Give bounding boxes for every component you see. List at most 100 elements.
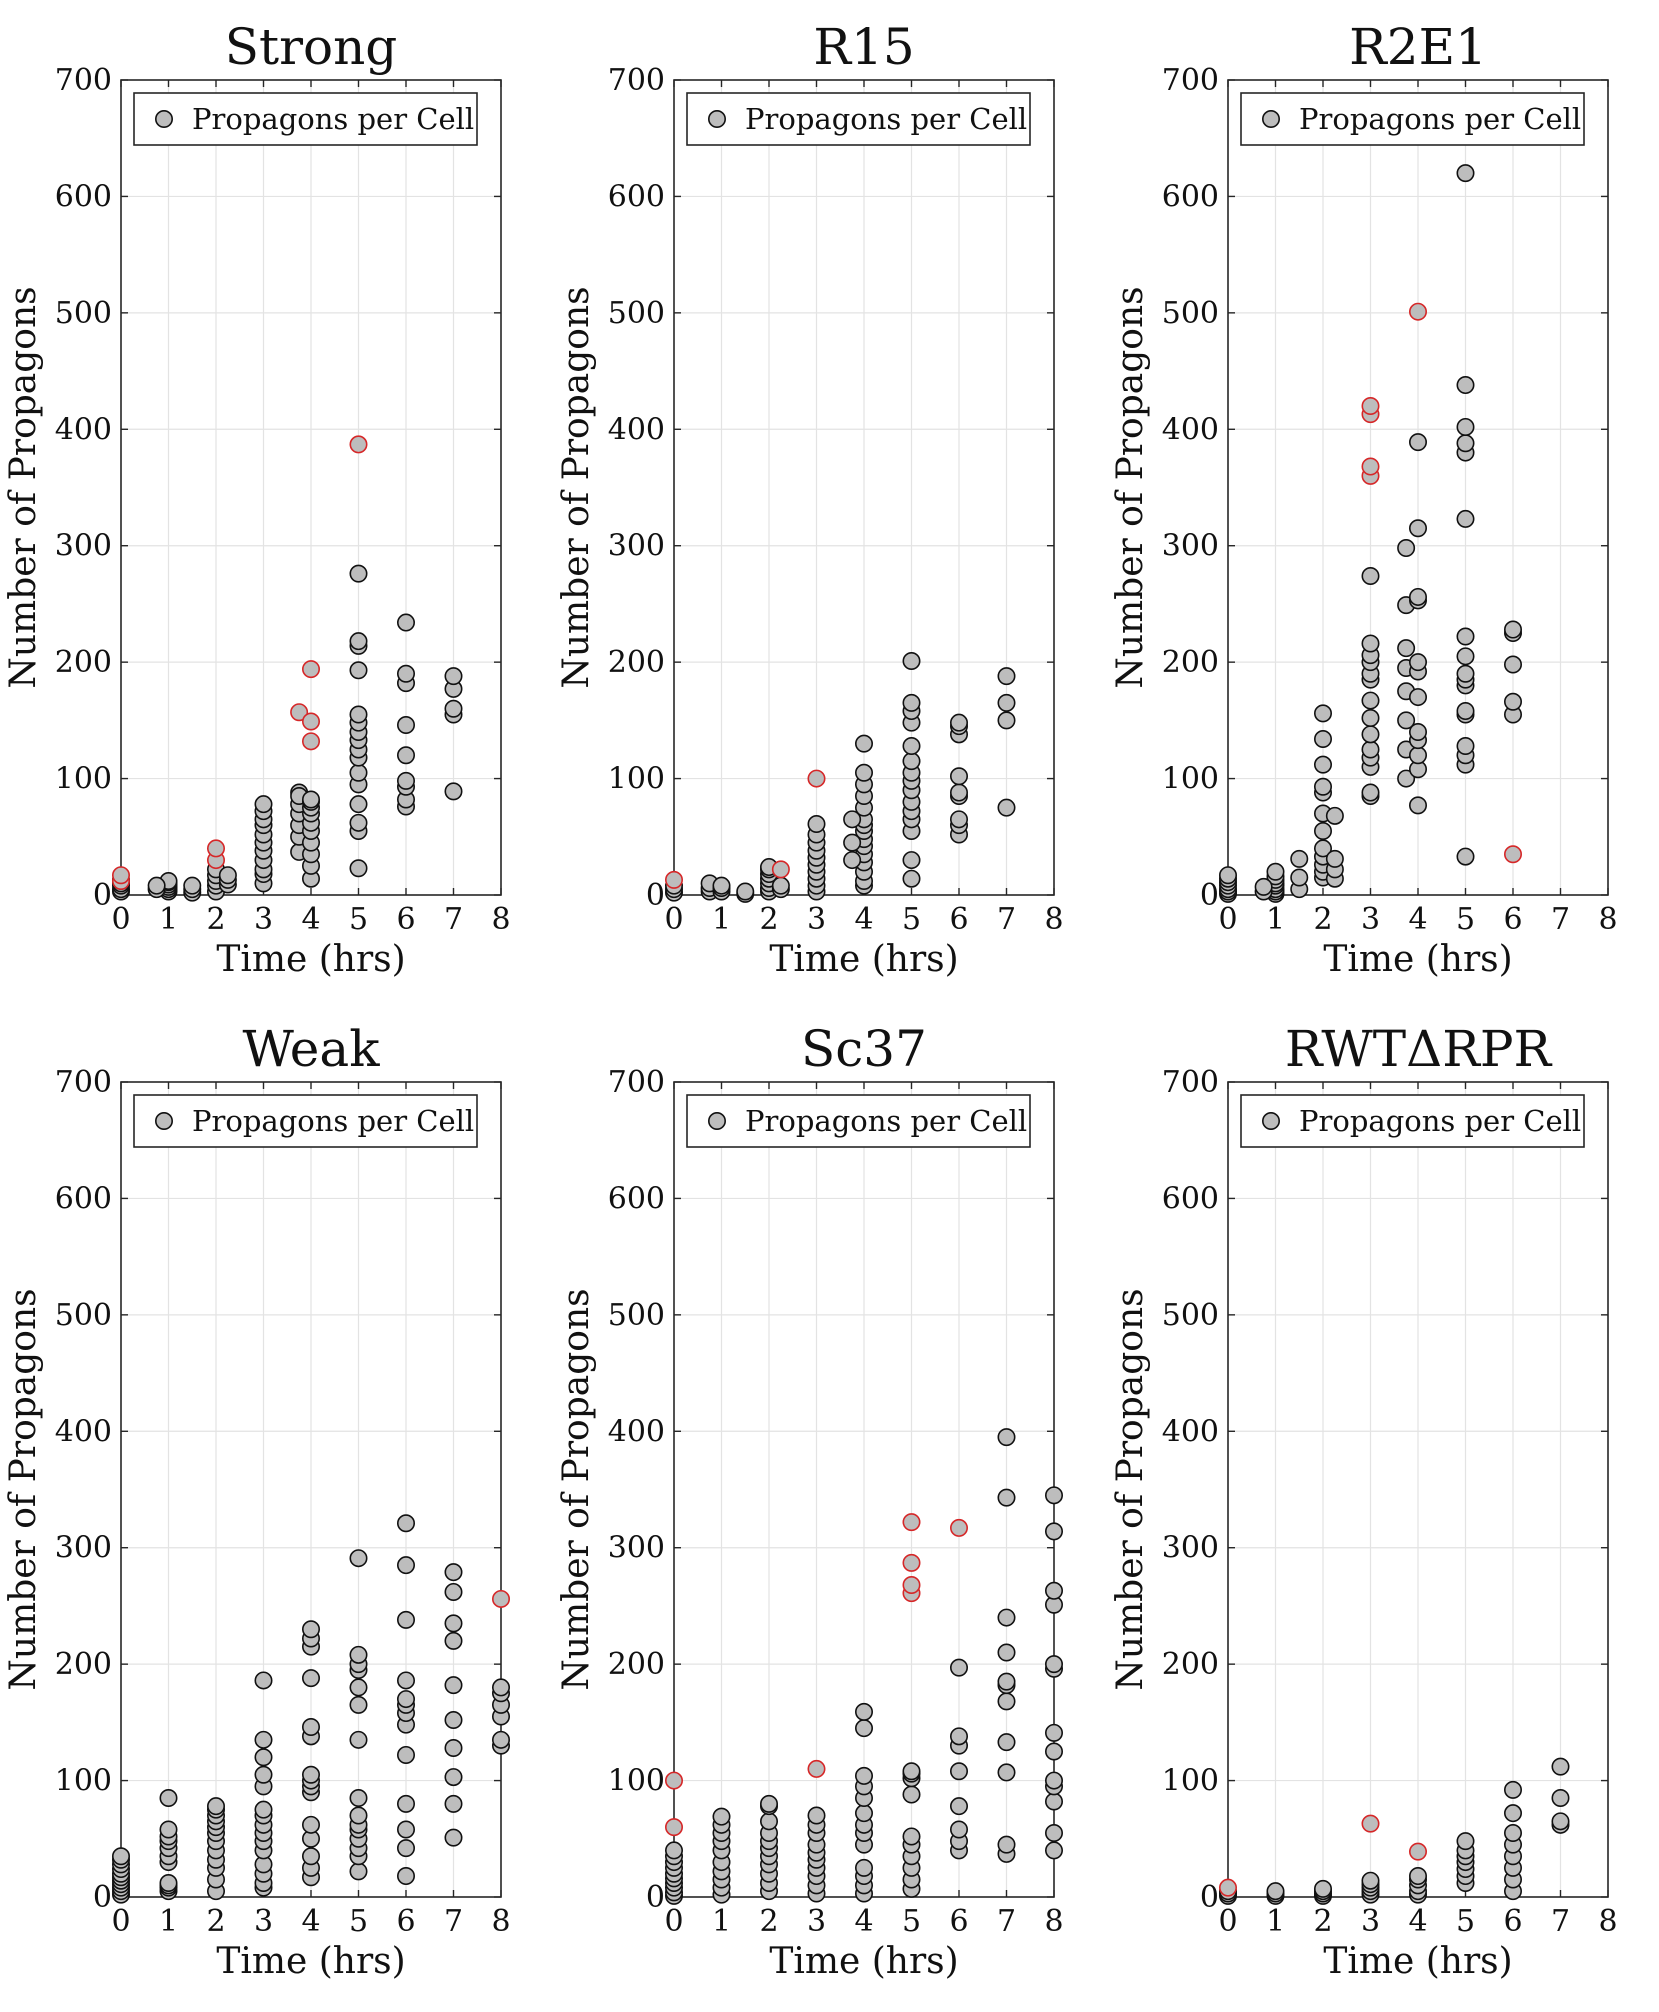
- x-tick-label: 1: [1266, 1904, 1285, 1939]
- y-tick-label: 300: [608, 1531, 665, 1566]
- data-point: [997, 1643, 1016, 1662]
- data-point: [349, 1789, 368, 1808]
- data-point: [1551, 1757, 1570, 1776]
- outlier-point: [949, 1518, 968, 1537]
- data-point: [1314, 1879, 1333, 1898]
- y-tick-label: 700: [1162, 63, 1219, 98]
- chart-panel: 0 1 2 3 4 5 6 7 80100200300400500600700R2E1Time …: [1110, 18, 1618, 980]
- data-point: [1456, 647, 1475, 666]
- outlier-point: [902, 1575, 921, 1594]
- x-tick-label: 1: [1266, 902, 1285, 937]
- data-point: [997, 798, 1016, 817]
- data-point: [349, 632, 368, 651]
- data-point: [997, 1733, 1016, 1752]
- x-tick-label: 2: [1313, 902, 1332, 937]
- y-tick-label: 100: [1162, 1764, 1219, 1799]
- data-point: [396, 1610, 415, 1629]
- y-tick-label: 500: [55, 296, 112, 331]
- data-point: [1409, 1867, 1428, 1886]
- data-point: [349, 813, 368, 832]
- legend-marker: [1262, 110, 1281, 129]
- y-tick-label: 700: [55, 63, 112, 98]
- y-tick-label: 400: [1162, 1414, 1219, 1449]
- data-point: [1456, 434, 1475, 453]
- y-tick-label: 100: [55, 762, 112, 797]
- x-tick-label: 6: [949, 902, 968, 937]
- data-point: [1361, 691, 1380, 710]
- data-point: [396, 1671, 415, 1690]
- data-point: [147, 876, 166, 895]
- data-point: [491, 1730, 510, 1749]
- y-tick-label: 400: [1162, 412, 1219, 447]
- data-point: [997, 1763, 1016, 1782]
- data-point: [254, 1765, 273, 1784]
- data-point: [1361, 709, 1380, 728]
- outlier-point: [807, 1759, 826, 1778]
- data-point: [1504, 620, 1523, 639]
- chart-panel: 0 1 2 3 4 5 6 7 80100200300400500600700Sc37Time …: [556, 1020, 1064, 1982]
- data-point: [1290, 868, 1309, 887]
- data-point: [1314, 821, 1333, 840]
- outlier-point: [112, 866, 131, 885]
- data-point: [949, 713, 968, 732]
- data-point: [254, 1748, 273, 1767]
- data-point: [444, 1711, 463, 1730]
- data-point: [396, 1690, 415, 1709]
- data-point: [444, 1614, 463, 1633]
- x-tick-label: 2: [759, 902, 778, 937]
- data-point: [301, 1620, 320, 1639]
- legend-label: Propagons per Cell: [1299, 1104, 1581, 1138]
- data-point: [444, 1631, 463, 1650]
- y-tick-label: 600: [1162, 179, 1219, 214]
- outlier-point: [1409, 1842, 1428, 1861]
- y-tick-label: 400: [608, 1414, 665, 1449]
- x-tick-label: 2: [206, 902, 225, 937]
- y-tick-label: 0: [93, 878, 112, 913]
- data-point: [1409, 688, 1428, 707]
- data-point: [1361, 1871, 1380, 1890]
- x-tick-label: 2: [206, 1904, 225, 1939]
- x-tick-label: 7: [444, 902, 463, 937]
- data-point: [736, 882, 755, 901]
- data-point: [254, 1800, 273, 1819]
- data-point: [997, 1428, 1016, 1447]
- data-point: [444, 1828, 463, 1847]
- data-point: [396, 771, 415, 790]
- legend-label: Propagons per Cell: [745, 102, 1027, 136]
- y-tick-label: 700: [55, 1065, 112, 1100]
- y-axis-label: Number of Propagons: [1110, 286, 1151, 688]
- data-point: [1045, 1581, 1064, 1600]
- data-point: [1045, 1723, 1064, 1742]
- x-tick-label: 3: [1361, 1904, 1380, 1939]
- x-tick-label: 6: [396, 902, 415, 937]
- data-point: [1397, 539, 1416, 558]
- x-axis-label: Time (hrs): [216, 1941, 405, 1982]
- y-tick-label: 100: [1162, 762, 1219, 797]
- data-point: [1456, 509, 1475, 528]
- data-point: [301, 1847, 320, 1866]
- y-tick-label: 0: [1200, 1880, 1219, 1915]
- x-tick-label: 0: [664, 1904, 683, 1939]
- legend-marker: [707, 1112, 726, 1131]
- data-point: [1456, 627, 1475, 646]
- outlier-point: [1409, 302, 1428, 321]
- legend-box: [1240, 1094, 1585, 1148]
- legend-label: Propagons per Cell: [1299, 102, 1581, 136]
- data-point: [159, 1874, 178, 1893]
- x-tick-label: 0: [111, 902, 130, 937]
- y-axis-label: Number of Propagons: [3, 286, 44, 688]
- data-point: [997, 1835, 1016, 1854]
- data-point: [854, 734, 873, 753]
- data-point: [396, 613, 415, 632]
- x-tick-label: 2: [1313, 1904, 1332, 1939]
- data-point: [1361, 740, 1380, 759]
- data-point: [997, 1488, 1016, 1507]
- data-point: [1409, 653, 1428, 672]
- data-point: [1266, 1882, 1285, 1901]
- x-tick-label: 5: [349, 902, 368, 937]
- legend-label: Propagons per Cell: [192, 1104, 474, 1138]
- x-tick-label: 4: [301, 1904, 320, 1939]
- data-point: [759, 1794, 778, 1813]
- data-point: [1456, 847, 1475, 866]
